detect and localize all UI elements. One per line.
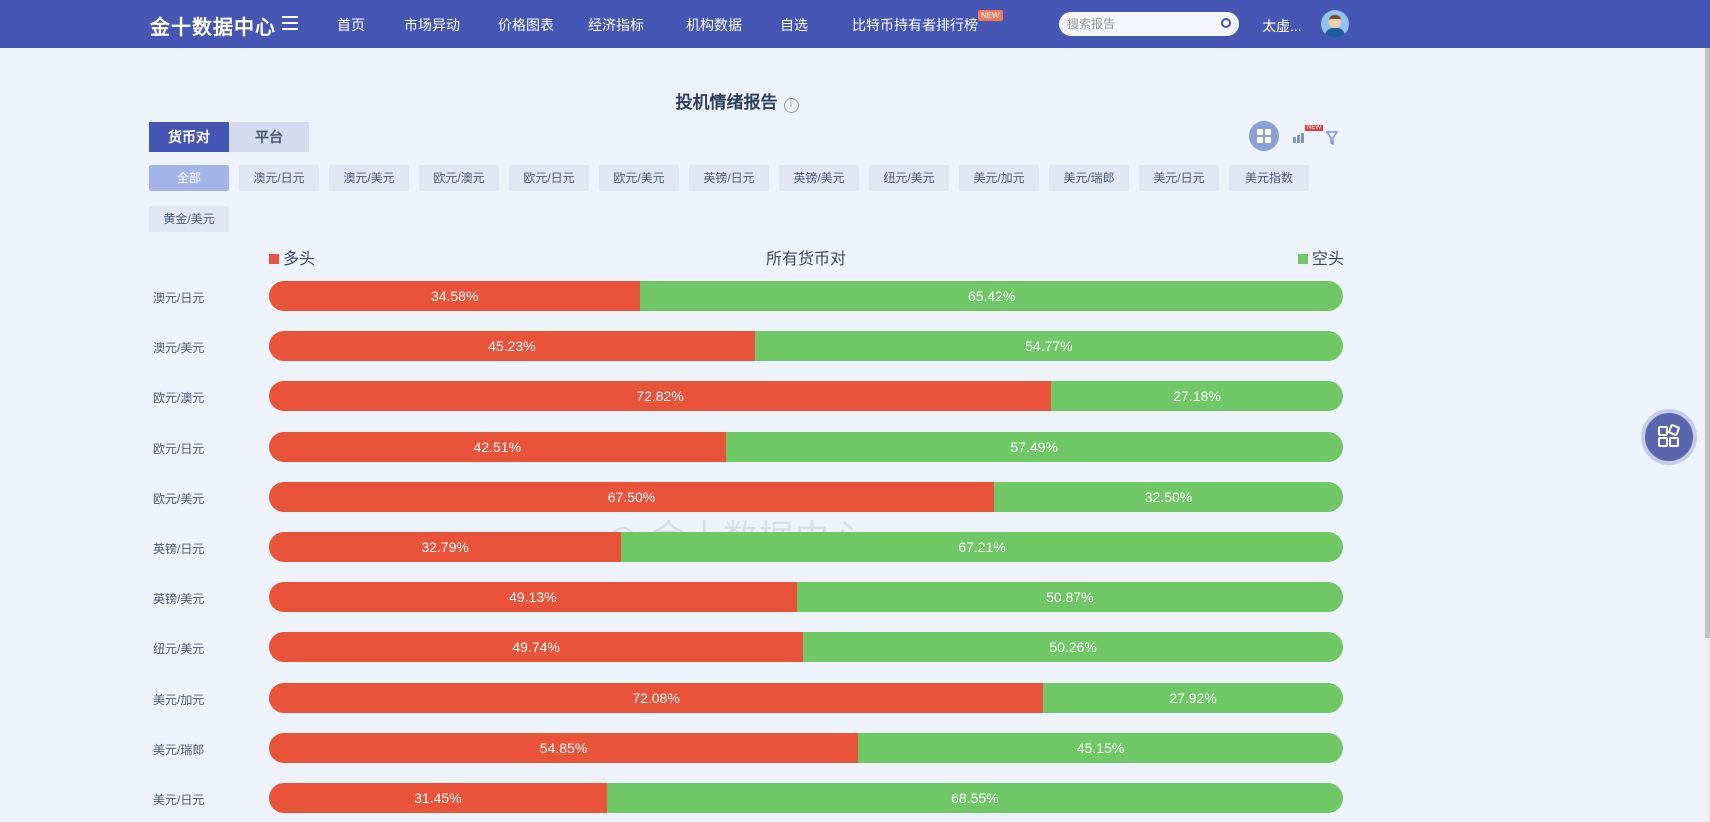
long-segment: 67.50%	[269, 481, 994, 512]
nav-bitcoin-holders[interactable]: 比特币持有者排行榜	[852, 17, 978, 33]
logo[interactable]: 金十数据中心	[150, 17, 276, 39]
chart-new-badge: NEW	[1305, 125, 1323, 131]
row-label: 英镑/日元	[153, 542, 205, 556]
long-segment: 49.13%	[269, 582, 797, 613]
row-label: 澳元/日元	[153, 291, 205, 305]
filter-chip[interactable]: 欧元/美元	[599, 165, 679, 191]
nav-watchlist[interactable]: 自选	[780, 17, 808, 33]
short-segment: 50.26%	[803, 632, 1343, 663]
short-segment: 27.18%	[1051, 381, 1343, 412]
filter-chip[interactable]: 美元/日元	[1139, 165, 1219, 191]
row-label: 美元/日元	[153, 793, 205, 807]
row-label: 欧元/日元	[153, 441, 205, 456]
page-title-text: 投机情绪报告	[675, 93, 778, 112]
legend-long-label: 多头	[283, 251, 316, 268]
filter-chip[interactable]: 美元指数	[1229, 165, 1309, 191]
long-segment: 31.45%	[269, 783, 607, 813]
filter-chip[interactable]: 纽元/美元	[869, 165, 949, 191]
scrollbar-thumb[interactable]	[1705, 48, 1710, 638]
nav-institution-data[interactable]: 机构数据	[686, 17, 742, 33]
long-segment: 54.85%	[269, 732, 859, 763]
chart-icon[interactable]	[1292, 128, 1308, 144]
filter-chip[interactable]: 澳元/美元	[329, 165, 409, 191]
stacked-bar[interactable]: 67.50% 32.50%	[269, 481, 1343, 512]
short-segment: 54.77%	[754, 331, 1343, 362]
long-segment: 42.51%	[269, 431, 726, 462]
short-segment: 45.15%	[858, 732, 1343, 763]
username[interactable]: 太虚...	[1262, 18, 1302, 34]
short-segment: 68.55%	[606, 783, 1343, 813]
nav-home[interactable]: 首页	[337, 17, 365, 33]
stacked-bar[interactable]: 49.13% 50.87%	[269, 582, 1343, 613]
apps-float-button[interactable]	[1641, 409, 1697, 465]
legend-long-swatch	[269, 254, 279, 264]
long-segment: 32.79%	[269, 532, 622, 562]
legend-short-label: 空头	[1312, 251, 1345, 268]
stacked-bar[interactable]: 54.85% 45.15%	[269, 732, 1343, 763]
info-icon[interactable]: i	[783, 98, 799, 113]
filter-chip[interactable]: 澳元/日元	[239, 165, 319, 191]
grid-view-icon[interactable]	[1249, 121, 1279, 151]
long-segment: 45.23%	[269, 331, 755, 362]
short-segment: 67.21%	[621, 532, 1343, 562]
stacked-bar[interactable]: 49.74% 50.26%	[269, 632, 1343, 663]
legend-long: 多头	[269, 245, 315, 269]
filter-chip[interactable]: 美元/瑞郎	[1049, 165, 1129, 191]
filter-chip[interactable]: 欧元/日元	[509, 165, 589, 191]
stacked-bar[interactable]: 31.45% 68.55%	[269, 783, 1343, 813]
nav-price-charts[interactable]: 价格图表	[498, 17, 554, 33]
legend-short-swatch	[1298, 254, 1308, 264]
filter-chip[interactable]: 美元/加元	[959, 165, 1039, 191]
long-segment: 49.74%	[269, 632, 804, 663]
tab-currency-pairs[interactable]: 货币对	[149, 122, 229, 152]
short-segment: 57.49%	[725, 431, 1343, 462]
tab-platform[interactable]: 平台	[229, 122, 309, 152]
stacked-bar[interactable]: 72.82% 27.18%	[269, 381, 1343, 412]
row-label: 欧元/美元	[153, 491, 205, 506]
short-segment: 50.87%	[796, 582, 1343, 613]
stacked-bar[interactable]: 32.79% 67.21%	[269, 532, 1343, 562]
short-segment: 27.92%	[1043, 682, 1343, 713]
search-icon[interactable]	[1221, 18, 1231, 28]
long-segment: 72.82%	[269, 381, 1052, 412]
row-label: 美元/加元	[153, 692, 205, 707]
page-title: 投机情绪报告 i	[0, 88, 1474, 113]
stacked-bar[interactable]: 72.08% 27.92%	[269, 682, 1343, 713]
filter-chip[interactable]: 英镑/日元	[689, 165, 769, 191]
short-segment: 32.50%	[993, 481, 1343, 512]
chart-title: 所有货币对	[765, 251, 846, 268]
avatar[interactable]	[1321, 10, 1349, 38]
filter-chip[interactable]: 英镑/美元	[779, 165, 859, 191]
scrollbar[interactable]	[1705, 48, 1710, 822]
stacked-bar[interactable]: 45.23% 54.77%	[269, 331, 1343, 362]
stacked-bar[interactable]: 42.51% 57.49%	[269, 431, 1343, 462]
stacked-bar[interactable]: 34.58% 65.42%	[269, 281, 1343, 311]
top-header: 金十数据中心 首页 市场异动 价格图表 经济指标 机构数据 自选 比特币持有者排…	[0, 0, 1710, 48]
short-segment: 65.42%	[640, 281, 1343, 311]
long-segment: 72.08%	[269, 682, 1044, 713]
row-label: 纽元/美元	[153, 642, 205, 657]
nav-economic-indicators[interactable]: 经济指标	[588, 17, 644, 33]
filter-chip[interactable]: 欧元/澳元	[419, 165, 499, 191]
new-badge: NEW	[978, 10, 1003, 21]
filter-chip[interactable]: 黄金/美元	[149, 206, 229, 232]
long-segment: 34.58%	[269, 281, 641, 311]
filter-chip[interactable]: 全部	[149, 165, 229, 191]
menu-icon[interactable]	[282, 16, 298, 30]
legend-short: 空头	[1298, 245, 1344, 269]
search-input[interactable]	[1059, 12, 1209, 36]
filter-icon[interactable]	[1325, 131, 1339, 150]
row-label: 英镑/美元	[153, 592, 205, 607]
search-box[interactable]	[1059, 12, 1239, 36]
row-label: 美元/瑞郎	[153, 742, 205, 757]
nav-market-moves[interactable]: 市场异动	[404, 17, 460, 33]
row-label: 澳元/美元	[153, 341, 205, 356]
row-label: 欧元/澳元	[153, 391, 205, 406]
